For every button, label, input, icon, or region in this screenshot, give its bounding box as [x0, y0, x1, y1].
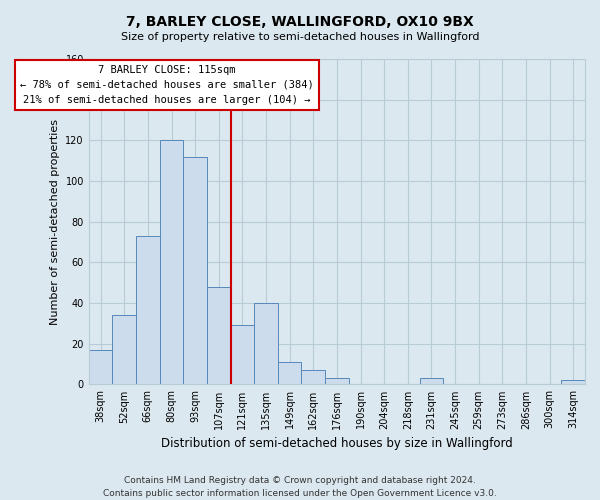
- Bar: [136, 236, 160, 384]
- Bar: [301, 370, 325, 384]
- Text: Size of property relative to semi-detached houses in Wallingford: Size of property relative to semi-detach…: [121, 32, 479, 42]
- Bar: [207, 287, 230, 384]
- Bar: [112, 316, 136, 384]
- Bar: [278, 362, 301, 384]
- Bar: [89, 350, 112, 384]
- Bar: [184, 156, 207, 384]
- Bar: [230, 326, 254, 384]
- Y-axis label: Number of semi-detached properties: Number of semi-detached properties: [50, 118, 60, 324]
- Text: 7 BARLEY CLOSE: 115sqm
← 78% of semi-detached houses are smaller (384)
21% of se: 7 BARLEY CLOSE: 115sqm ← 78% of semi-det…: [20, 65, 314, 104]
- Text: Contains HM Land Registry data © Crown copyright and database right 2024.
Contai: Contains HM Land Registry data © Crown c…: [103, 476, 497, 498]
- Bar: [254, 303, 278, 384]
- Bar: [419, 378, 443, 384]
- Bar: [160, 140, 184, 384]
- Bar: [325, 378, 349, 384]
- Bar: [562, 380, 585, 384]
- Text: 7, BARLEY CLOSE, WALLINGFORD, OX10 9BX: 7, BARLEY CLOSE, WALLINGFORD, OX10 9BX: [126, 15, 474, 29]
- X-axis label: Distribution of semi-detached houses by size in Wallingford: Distribution of semi-detached houses by …: [161, 437, 513, 450]
